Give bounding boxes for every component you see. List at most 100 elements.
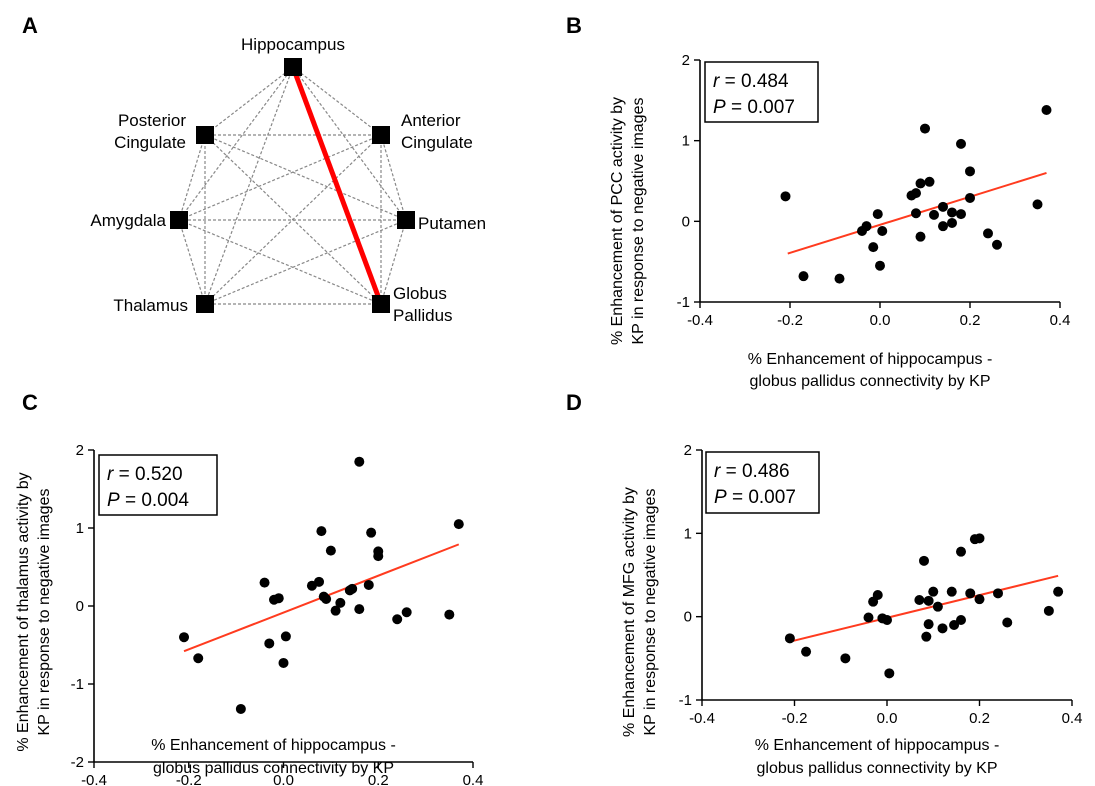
- data-point: [1002, 617, 1013, 628]
- data-point: [938, 201, 948, 212]
- network-label-line: Putamen: [418, 214, 486, 233]
- x-tick-label: 0.2: [368, 772, 389, 786]
- data-point: [872, 209, 883, 220]
- data-point: [834, 273, 845, 284]
- data-point: [780, 191, 791, 202]
- data-point: [923, 595, 934, 606]
- r-value: = 0.520: [113, 464, 182, 485]
- y-axis-title-line: KP in response to negative images: [630, 98, 647, 345]
- network-edge-hippocampus-thalamus: [204, 66, 294, 305]
- r-statistic: r = 0.520: [107, 464, 183, 485]
- p-value: = 0.007: [726, 97, 795, 118]
- network-labels: Hippocampus Anterior Cingulate Putamen Globu…: [90, 35, 486, 325]
- data-point: [273, 593, 284, 604]
- data-point: [923, 619, 934, 630]
- data-point: [278, 657, 289, 668]
- x-tick-label: -0.2: [782, 710, 808, 727]
- network-label-line: Cingulate: [114, 133, 186, 152]
- data-point: [919, 555, 929, 566]
- data-point: [373, 551, 384, 562]
- data-point: [911, 208, 921, 219]
- data-point: [974, 594, 985, 605]
- network-edge-globus-pallidus-amygdala: [178, 219, 382, 305]
- x-tick-label: 0.2: [969, 710, 990, 727]
- network-edge-putamen-posterior-cingulate: [204, 134, 407, 221]
- data-point: [235, 703, 246, 714]
- y-axis-title-line: % Enhancement of thalamus activity by: [15, 472, 32, 751]
- data-point: [947, 217, 957, 228]
- scatter-panel-c: C -0.4 -0.2 0.0 0.2 0.4 -2 -1 0 1 2 % Enhancement o…: [15, 390, 483, 786]
- data-point: [911, 188, 921, 199]
- y-tick-label: 2: [76, 442, 84, 459]
- data-point: [928, 586, 939, 597]
- r-statistic: r = 0.486: [714, 461, 790, 482]
- network-edge-anterior-cingulate-amygdala: [178, 134, 382, 221]
- data-point: [1053, 586, 1064, 597]
- p-label: P: [713, 97, 726, 118]
- data-point: [915, 178, 926, 189]
- x-axis-title: % Enhancement of hippocampus -: [755, 737, 1000, 754]
- network-edge-highlight: [290, 66, 384, 305]
- data-point: [920, 123, 930, 134]
- network-label-thalamus: Thalamus: [113, 296, 188, 315]
- stats-box: [704, 61, 819, 123]
- network-node-putamen: [397, 211, 415, 229]
- x-axis-title: % Enhancement of hippocampus -: [151, 737, 396, 754]
- data-point: [784, 633, 795, 644]
- y-tick-label: 0: [76, 598, 84, 615]
- x-tick-label: 0.0: [273, 772, 294, 786]
- data-point: [453, 519, 464, 530]
- network-label-line: Cingulate: [401, 133, 473, 152]
- data-point: [366, 527, 377, 538]
- data-point: [974, 533, 985, 544]
- network-label-posterior-cingulate: Posterior Cingulate: [114, 111, 186, 152]
- network-label-globus-pallidus: Globus Pallidus: [393, 284, 453, 325]
- network-label-line: Thalamus: [113, 296, 188, 315]
- data-point: [965, 192, 975, 203]
- x-tick-label: 0.4: [1050, 312, 1071, 329]
- network-edge-putamen-thalamus: [204, 219, 407, 305]
- x-tick-label: -0.2: [777, 312, 803, 329]
- network-label-line: Amygdala: [90, 211, 166, 230]
- regression-line: [789, 574, 1059, 643]
- y-tick-label: 0: [682, 213, 690, 230]
- y-tick-label: 2: [684, 442, 692, 459]
- data-point: [868, 242, 879, 253]
- data-point: [861, 221, 872, 232]
- x-axis-title: globus pallidus connectivity by KP: [153, 760, 394, 777]
- data-point: [947, 207, 957, 218]
- scatter-panel-b: B -0.4 -0.2 0.0 0.2 0.4 -1 0 1 2 % Enhancement of …: [566, 13, 1070, 390]
- data-point: [316, 526, 327, 537]
- panel-letter: D: [566, 390, 582, 415]
- y-tick-label: -1: [677, 294, 690, 311]
- network-node-thalamus: [196, 295, 214, 313]
- network-label-anterior-cingulate: Anterior Cingulate: [401, 111, 473, 152]
- data-point: [877, 226, 888, 237]
- y-tick-label: 1: [684, 525, 692, 542]
- scatter-panel-d: D -0.4 -0.2 0.0 0.2 0.4 -1 0 1 2 % Enhancement of …: [566, 390, 1082, 777]
- panel-letter: B: [566, 13, 582, 38]
- data-point: [872, 590, 883, 600]
- network-node-amygdala: [170, 211, 188, 229]
- data-point: [193, 653, 204, 664]
- data-point: [801, 646, 812, 657]
- data-point: [325, 545, 336, 556]
- y-axis-title-line: KP in response to negative images: [36, 489, 53, 736]
- data-point: [949, 620, 960, 630]
- y-axis-title: % Enhancement of thalamus activity by KP …: [15, 472, 53, 751]
- network-node-anterior-cingulate: [372, 126, 390, 144]
- data-point: [956, 209, 966, 220]
- p-value: = 0.007: [727, 487, 796, 508]
- data-point: [363, 579, 374, 590]
- network-node-globus-pallidus: [372, 295, 390, 313]
- data-point: [956, 615, 966, 625]
- data-point: [993, 588, 1003, 599]
- r-value: = 0.484: [719, 71, 789, 92]
- data-point: [314, 576, 325, 587]
- network-edge-hippocampus-anterior-cingulate: [292, 66, 382, 136]
- data-point: [983, 228, 993, 239]
- data-point: [335, 597, 346, 608]
- network-node-hippocampus: [284, 58, 302, 76]
- data-point: [956, 138, 966, 149]
